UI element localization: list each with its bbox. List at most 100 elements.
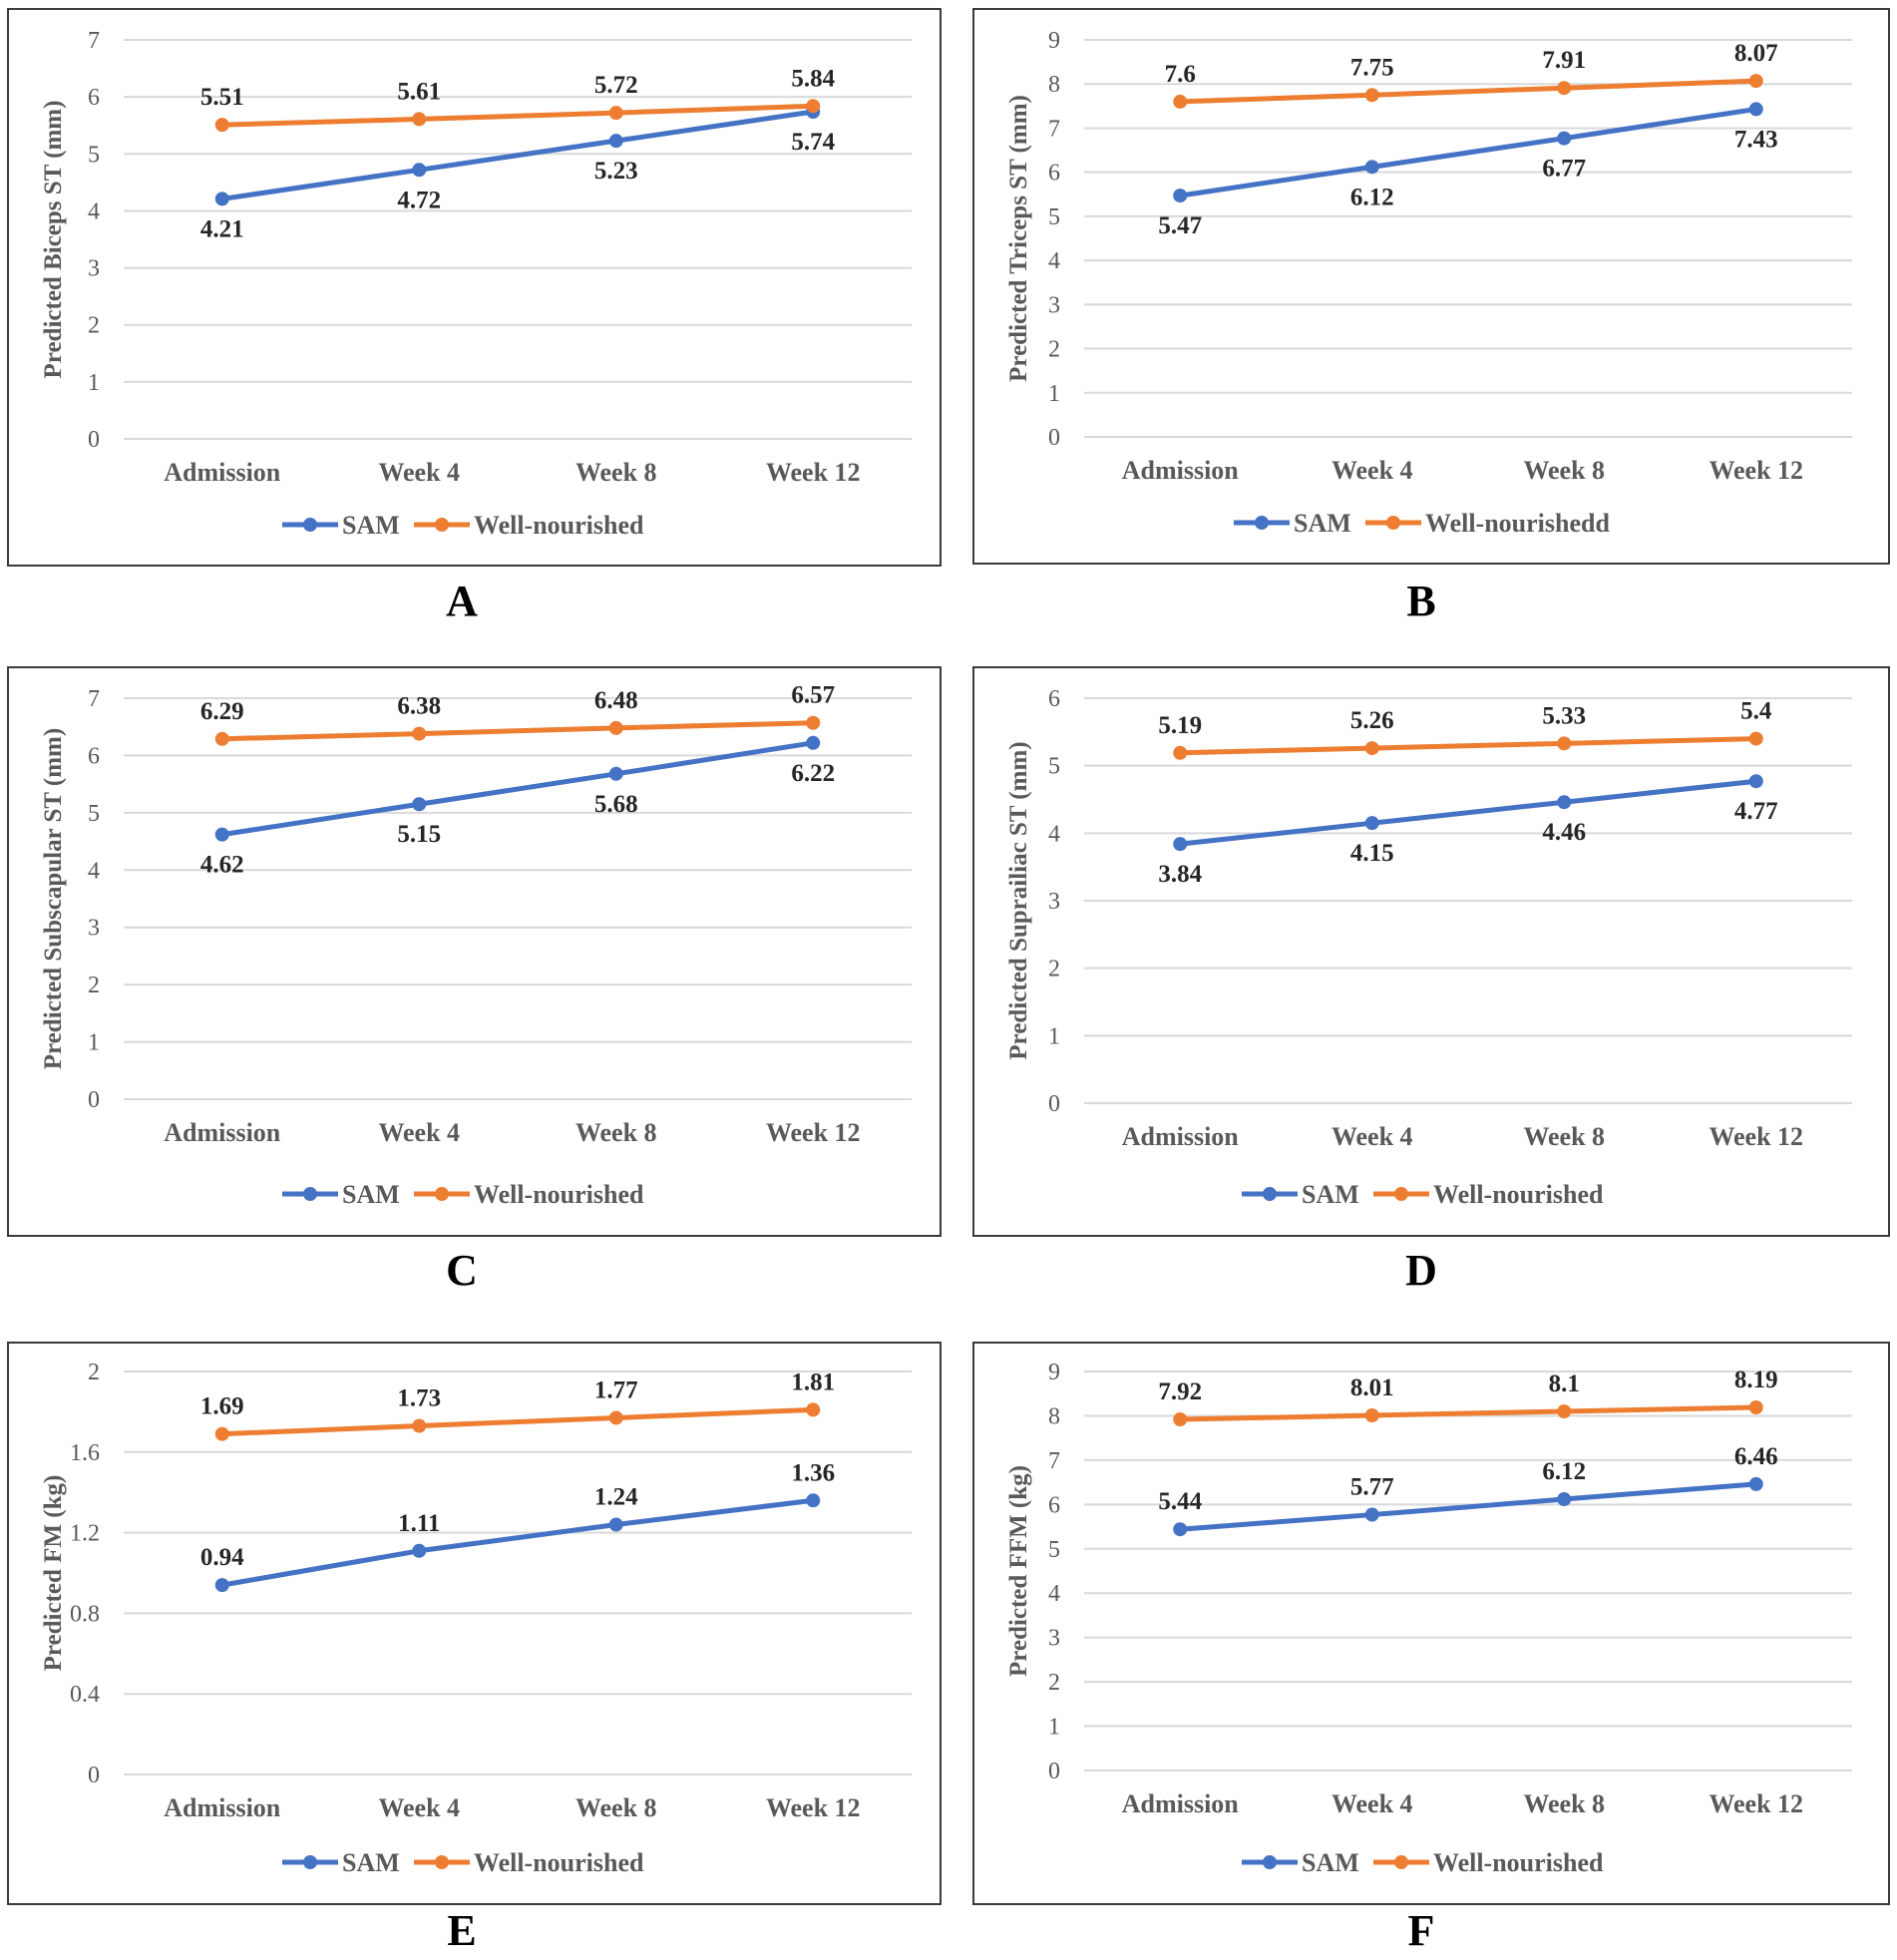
sam-data-point bbox=[1557, 795, 1572, 810]
sam-data-label: 4.62 bbox=[200, 852, 244, 879]
legend-sam-label: SAM bbox=[1302, 1180, 1359, 1209]
legend-marker bbox=[1386, 516, 1400, 530]
well-nourished-data-point bbox=[1173, 1412, 1188, 1426]
sam-data-label: 5.77 bbox=[1350, 1474, 1394, 1501]
well-nourished-series-line bbox=[221, 103, 814, 128]
well-nourished-data-label: 6.29 bbox=[200, 698, 244, 725]
y-tick-label: 0 bbox=[88, 1087, 100, 1113]
well-nourished-data-point bbox=[1557, 81, 1572, 96]
sam-data-label: 7.43 bbox=[1734, 126, 1778, 153]
sam-data-point bbox=[1748, 774, 1763, 789]
y-tick-label: 5 bbox=[1048, 754, 1060, 780]
sam-data-label: 3.84 bbox=[1158, 861, 1202, 888]
well-nourished-data-point bbox=[412, 112, 427, 127]
well-nourished-data-label: 5.51 bbox=[200, 84, 244, 111]
legend-sam-label: SAM bbox=[342, 1180, 400, 1209]
y-tick-label: 2 bbox=[88, 313, 100, 339]
y-tick-label: 4 bbox=[1048, 1581, 1060, 1607]
y-tick-label: 0 bbox=[88, 427, 100, 453]
y-tick-label: 4 bbox=[1048, 821, 1060, 847]
legend-marker bbox=[303, 1187, 317, 1201]
y-tick-label: 1 bbox=[88, 1030, 100, 1056]
sam-data-label: 4.46 bbox=[1542, 819, 1586, 846]
x-tick-label: Week 4 bbox=[378, 1793, 460, 1822]
y-tick-label: 1 bbox=[88, 370, 100, 396]
y-tick-label: 7 bbox=[1048, 1448, 1060, 1474]
y-tick-label: 8 bbox=[1048, 72, 1060, 98]
well-nourished-data-label: 7.6 bbox=[1165, 61, 1196, 88]
chart-e: 0 0.4 0.8 1.2 1.6 2 Predicted FM (kg) Admission… bbox=[40, 1360, 912, 1877]
legend-marker bbox=[1394, 1187, 1408, 1201]
y-axis-label: Predicted FM (kg) bbox=[40, 1475, 67, 1672]
y-tick-label: 7 bbox=[88, 686, 100, 712]
legend-sam-label: SAM bbox=[342, 511, 400, 540]
sam-series-line bbox=[1179, 106, 1757, 198]
sam-data-point bbox=[1557, 1492, 1572, 1506]
legend-marker bbox=[435, 1187, 449, 1201]
y-axis-label: Predicted Biceps ST (mm) bbox=[40, 101, 67, 379]
legend-well-nourished-label: Well-nourishedd bbox=[1425, 509, 1610, 538]
sam-data-label: 1.11 bbox=[398, 1510, 440, 1537]
y-tick-label: 2 bbox=[88, 1360, 100, 1385]
x-tick-label: Week 4 bbox=[378, 1118, 460, 1147]
panel-label-b: B bbox=[1406, 577, 1436, 625]
y-tick-label: 5 bbox=[88, 142, 100, 168]
sam-data-point bbox=[806, 1493, 821, 1508]
y-tick-label: 0.4 bbox=[70, 1682, 100, 1708]
chart-panel-a: 0 1 2 3 4 5 6 7 Predicted Biceps ST (mm) Admissio… bbox=[7, 8, 942, 567]
panel-label-c: C bbox=[446, 1246, 478, 1295]
legend-marker bbox=[435, 1855, 449, 1869]
well-nourished-series-line bbox=[1180, 736, 1756, 756]
sam-data-label: 5.23 bbox=[594, 158, 638, 185]
x-tick-label: Admission bbox=[1122, 1122, 1240, 1151]
sam-data-label: 6.12 bbox=[1350, 184, 1394, 210]
chart-panel-b: 0 1 2 3 4 5 6 7 8 9 Predicted Triceps ST (mm) Admis… bbox=[972, 8, 1890, 565]
x-tick-label: Admission bbox=[164, 1793, 281, 1822]
legend-marker bbox=[1263, 1187, 1277, 1201]
x-tick-label: Week 8 bbox=[1523, 1789, 1605, 1818]
well-nourished-data-point bbox=[806, 99, 821, 114]
x-tick-label: Week 8 bbox=[575, 458, 657, 487]
well-nourished-data-label: 8.07 bbox=[1734, 40, 1778, 67]
panel-label-f: F bbox=[1407, 1906, 1435, 1955]
x-tick-label: Admission bbox=[164, 458, 281, 487]
y-tick-label: 4 bbox=[88, 198, 100, 224]
x-tick-label: Week 8 bbox=[575, 1793, 657, 1822]
well-nourished-data-point bbox=[1748, 1400, 1763, 1414]
y-tick-label: 6 bbox=[1048, 161, 1060, 187]
legend-marker bbox=[1255, 516, 1269, 530]
legend-sam-label: SAM bbox=[1302, 1848, 1359, 1877]
y-tick-label: 6 bbox=[88, 743, 100, 769]
legend-marker bbox=[303, 518, 317, 532]
x-tick-label: Week 8 bbox=[575, 1118, 657, 1147]
chart-b: 0 1 2 3 4 5 6 7 8 9 Predicted Triceps ST (mm) Admis… bbox=[1005, 28, 1852, 538]
well-nourished-series-line bbox=[1180, 78, 1756, 105]
chart-panel-d: 0 1 2 3 4 5 6 Predicted Suprailiac ST (mm) Admis… bbox=[972, 666, 1890, 1237]
sam-data-point bbox=[412, 163, 427, 178]
legend-sam-label: SAM bbox=[1294, 509, 1351, 538]
well-nourished-data-label: 1.77 bbox=[594, 1376, 638, 1403]
y-axis-label: Predicted FFM (kg) bbox=[1005, 1465, 1032, 1677]
y-tick-label: 8 bbox=[1048, 1403, 1060, 1429]
sam-data-label: 4.15 bbox=[1350, 840, 1394, 867]
sam-data-point bbox=[806, 735, 821, 750]
y-tick-label: 1 bbox=[1048, 1023, 1060, 1049]
sam-data-point bbox=[1173, 837, 1188, 852]
well-nourished-data-label: 7.92 bbox=[1158, 1378, 1202, 1405]
legend-marker bbox=[1394, 1855, 1408, 1869]
well-nourished-data-point bbox=[1173, 745, 1188, 760]
well-nourished-data-label: 8.19 bbox=[1734, 1367, 1778, 1393]
legend-marker bbox=[1263, 1855, 1277, 1869]
y-tick-label: 3 bbox=[1048, 1626, 1060, 1652]
well-nourished-data-point bbox=[1364, 741, 1379, 756]
well-nourished-data-point bbox=[806, 715, 821, 730]
chart-a: 0 1 2 3 4 5 6 7 Predicted Biceps ST (mm) Admissio… bbox=[40, 28, 912, 540]
sam-data-point bbox=[608, 134, 623, 149]
y-axis-label: Predicted Subscapular ST (mm) bbox=[40, 728, 67, 1069]
x-tick-label: Week 12 bbox=[766, 1118, 861, 1147]
sam-data-point bbox=[214, 192, 229, 206]
sam-data-point bbox=[214, 1578, 229, 1593]
well-nourished-data-point bbox=[608, 720, 623, 735]
x-tick-label: Week 4 bbox=[1331, 1122, 1413, 1151]
well-nourished-data-point bbox=[214, 1426, 229, 1441]
